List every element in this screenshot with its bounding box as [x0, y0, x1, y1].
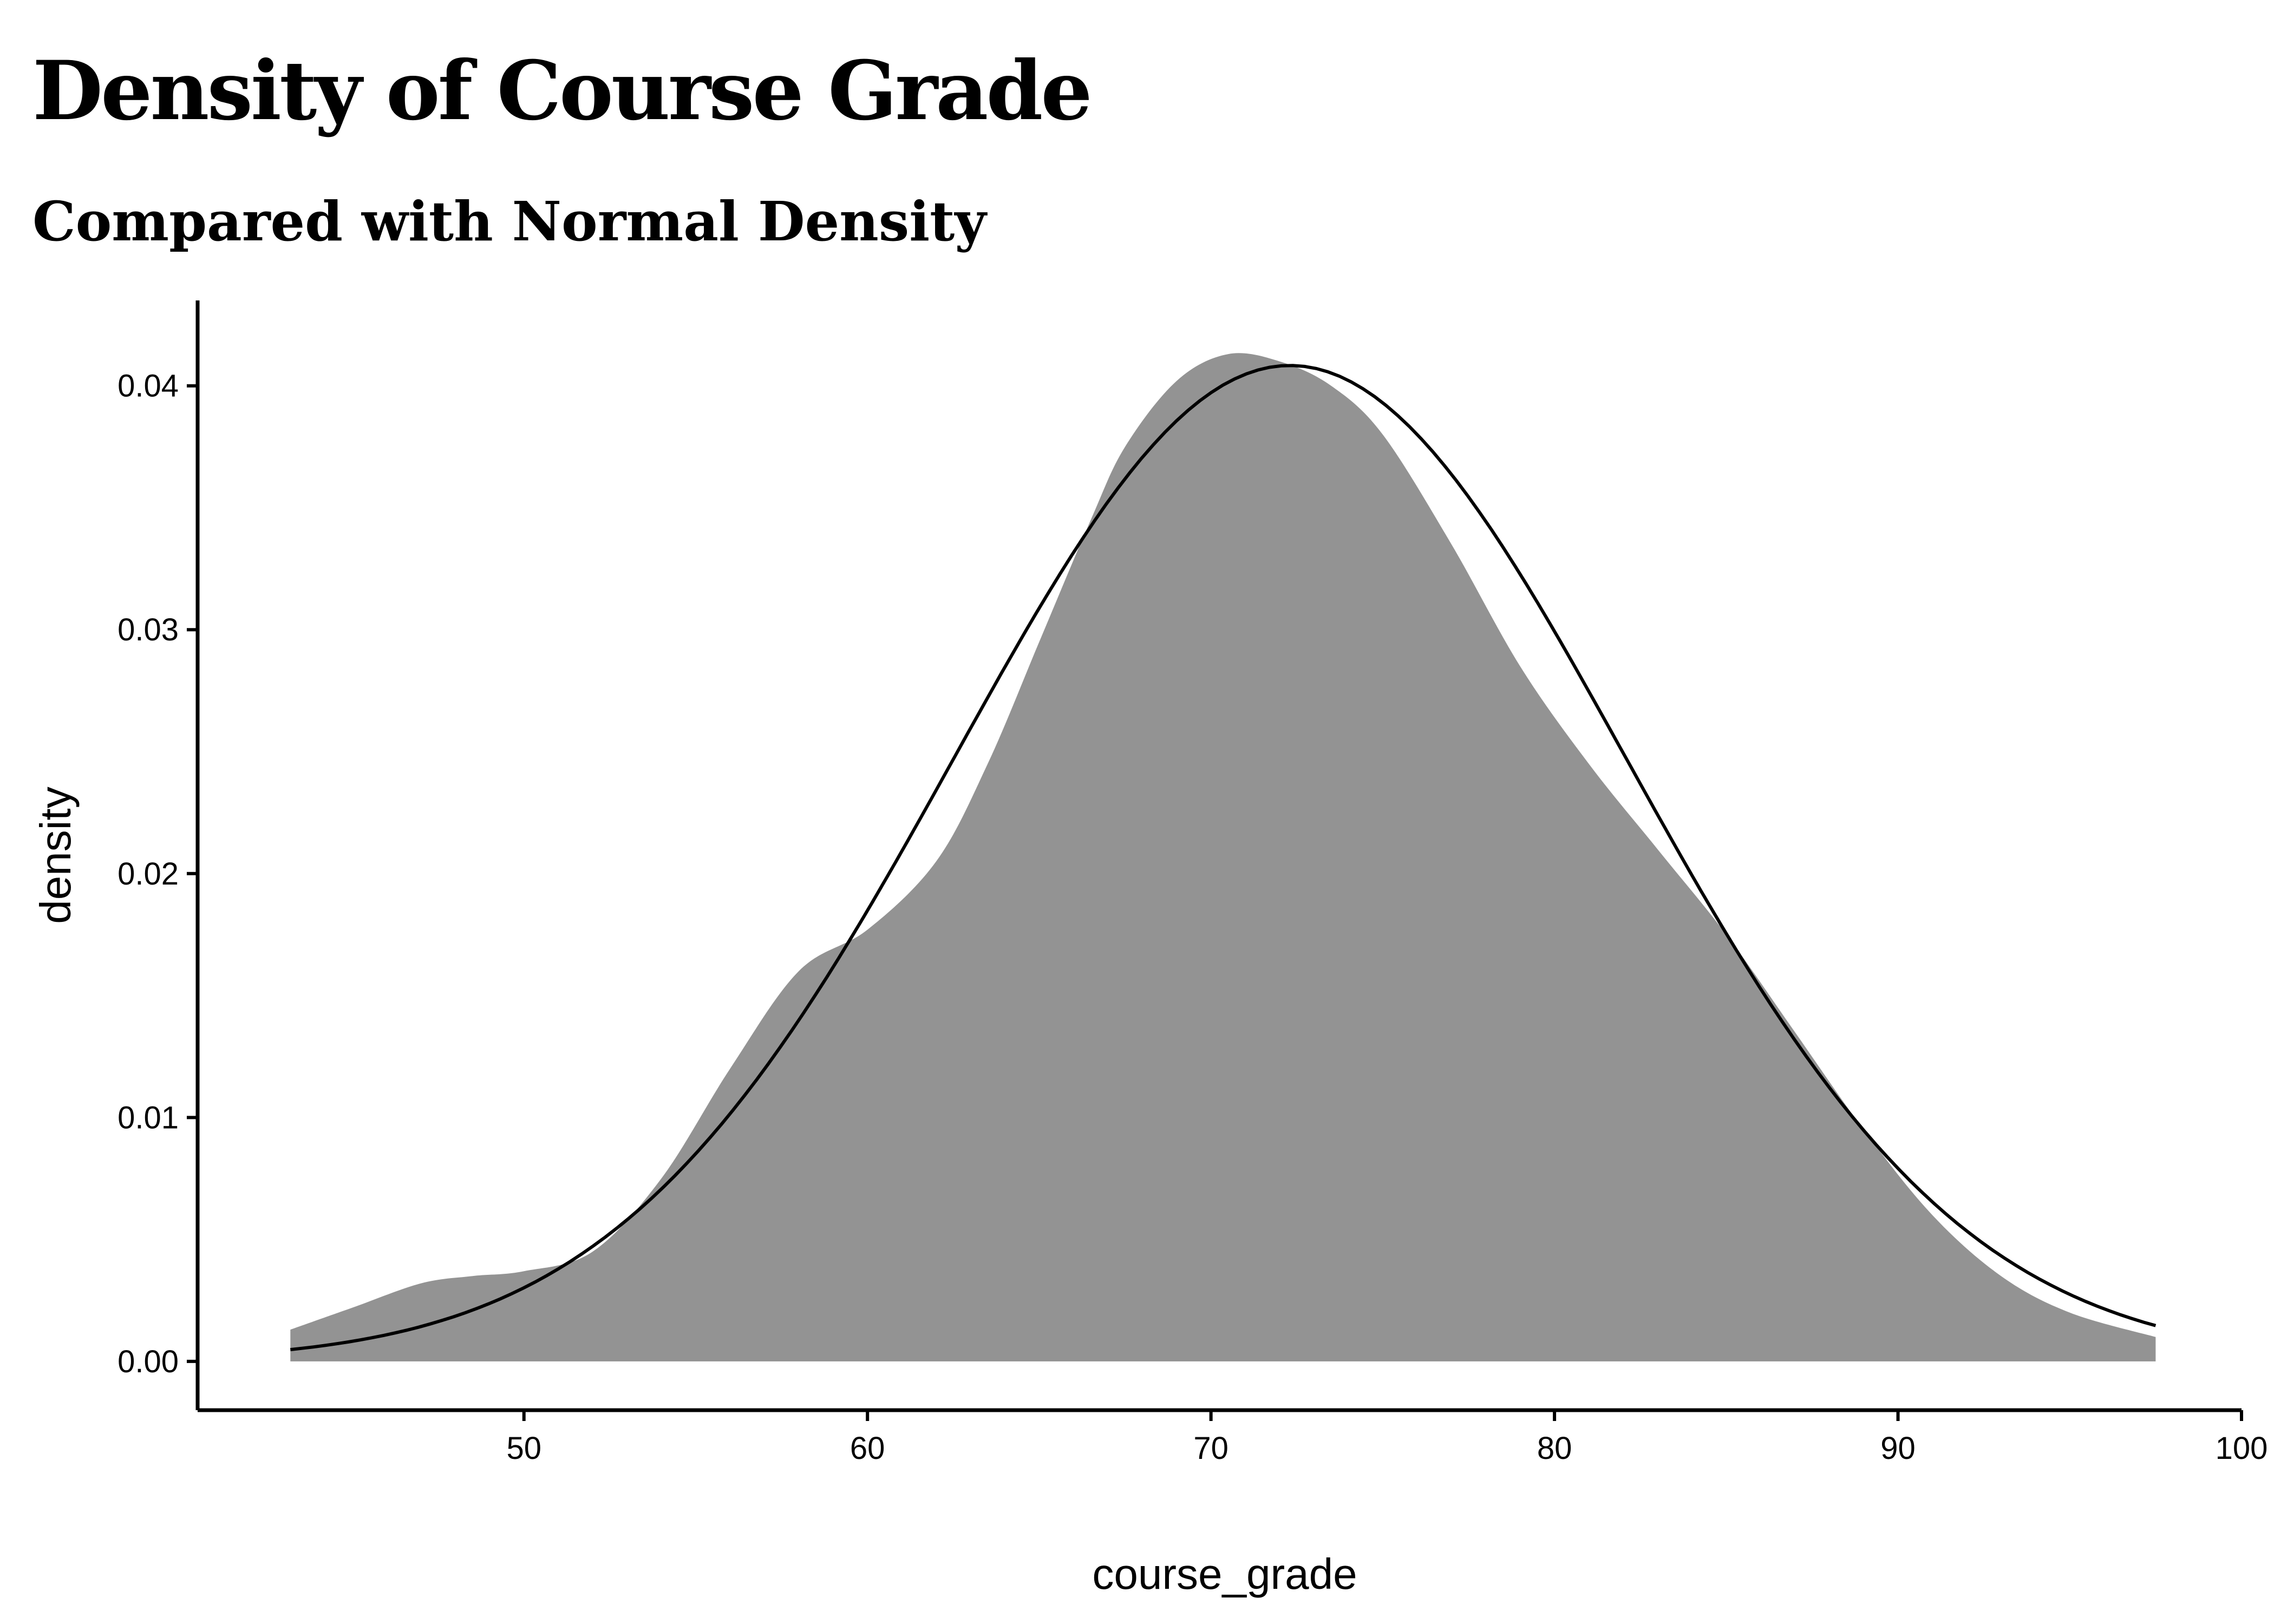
x-tick-label: 70: [1193, 1431, 1229, 1466]
x-tick-label: 60: [850, 1431, 885, 1466]
y-tick-label: 0.02: [117, 856, 179, 892]
chart-subtitle: Compared with Normal Density: [32, 189, 986, 253]
y-axis-title: density: [31, 787, 80, 924]
y-tick-label: 0.00: [117, 1344, 179, 1379]
x-axis-title: course_grade: [1092, 1550, 1357, 1598]
x-tick-label: 100: [2216, 1431, 2268, 1466]
x-tick-label: 50: [506, 1431, 541, 1466]
normal-density-curve: [290, 364, 2157, 1352]
x-tick-label: 90: [1880, 1431, 1916, 1466]
density-area: [290, 353, 2156, 1361]
y-tick-label: 0.03: [117, 612, 179, 647]
chart-title: Density of Course Grade: [32, 43, 1093, 139]
y-tick-label: 0.01: [117, 1100, 179, 1135]
plot-marks: [290, 353, 2157, 1361]
y-tick-label: 0.04: [117, 369, 179, 404]
axes: 50 60 70 80 90 100 0.00 0.01 0.02 0.03 0.04: [117, 300, 2268, 1466]
x-tick-label: 80: [1537, 1431, 1572, 1466]
